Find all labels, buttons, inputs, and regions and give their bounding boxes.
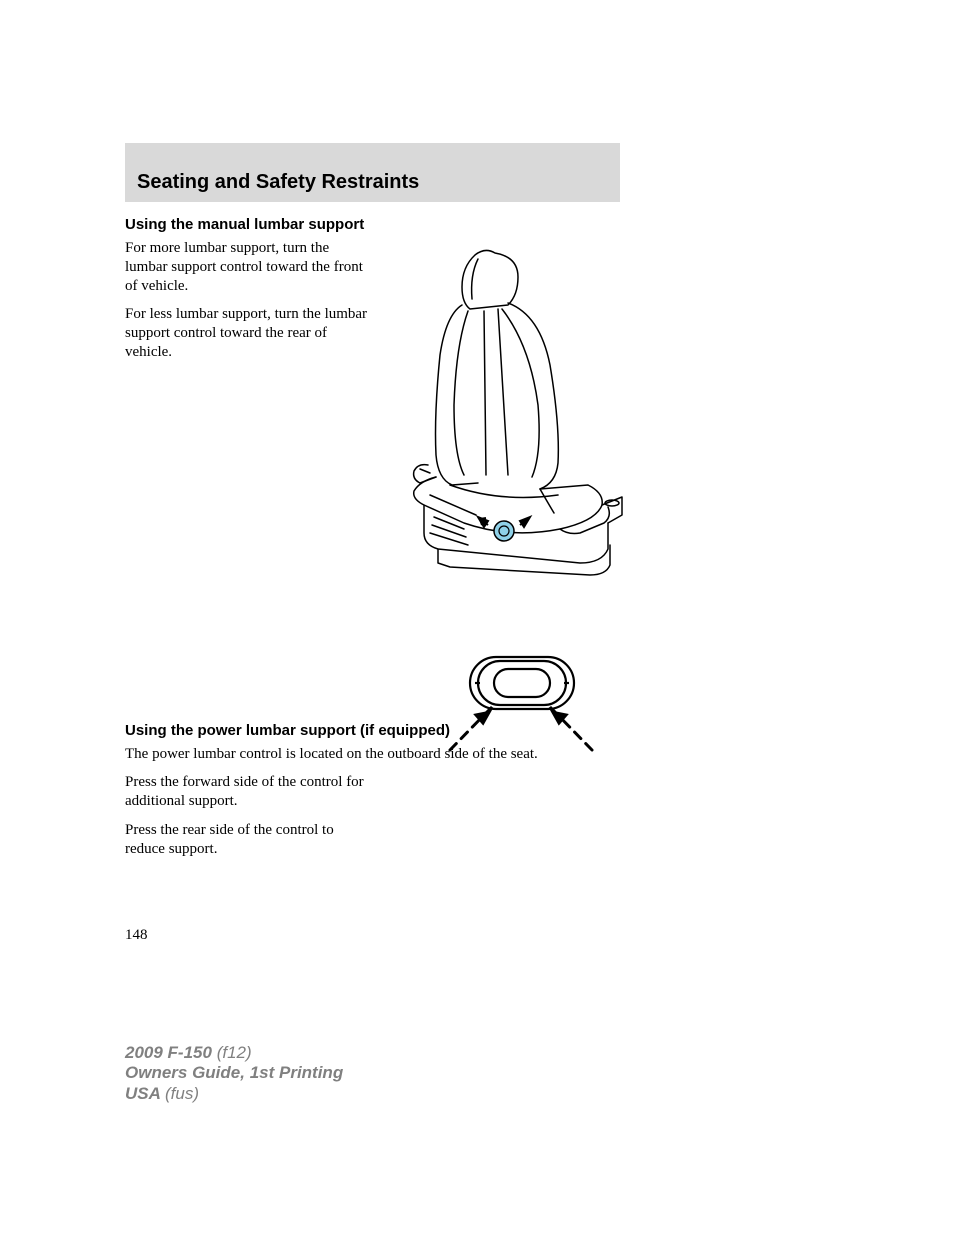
- power-lumbar-para2: Press the rear side of the control to re…: [125, 821, 375, 859]
- footer-line1: 2009 F-150 (f12): [125, 1043, 343, 1063]
- page-number: 148: [125, 927, 148, 944]
- section-header-band: Seating and Safety Restraints: [125, 143, 620, 202]
- footer-code2: (fus): [165, 1084, 199, 1103]
- footer-line3: USA (fus): [125, 1084, 343, 1104]
- seat-svg: [390, 245, 625, 580]
- manual-lumbar-text-col: For more lumbar support, turn the lumbar…: [125, 239, 375, 362]
- footer-model: 2009 F-150: [125, 1043, 217, 1062]
- footer-code1: (f12): [217, 1043, 252, 1062]
- power-lumbar-para1: Press the forward side of the control fo…: [125, 773, 375, 811]
- footer-country: USA: [125, 1084, 165, 1103]
- footer-block: 2009 F-150 (f12) Owners Guide, 1st Print…: [125, 1043, 343, 1104]
- switch-svg: [420, 655, 620, 765]
- power-lumbar-text-col: Press the forward side of the control fo…: [125, 773, 375, 858]
- section-title: Seating and Safety Restraints: [137, 171, 620, 194]
- manual-lumbar-para2: For less lumbar support, turn the lumbar…: [125, 305, 375, 361]
- seat-illustration: [390, 245, 625, 585]
- manual-lumbar-heading: Using the manual lumbar support: [125, 216, 620, 233]
- footer-line2: Owners Guide, 1st Printing: [125, 1063, 343, 1083]
- switch-illustration: [420, 655, 620, 770]
- manual-lumbar-para1: For more lumbar support, turn the lumbar…: [125, 239, 375, 295]
